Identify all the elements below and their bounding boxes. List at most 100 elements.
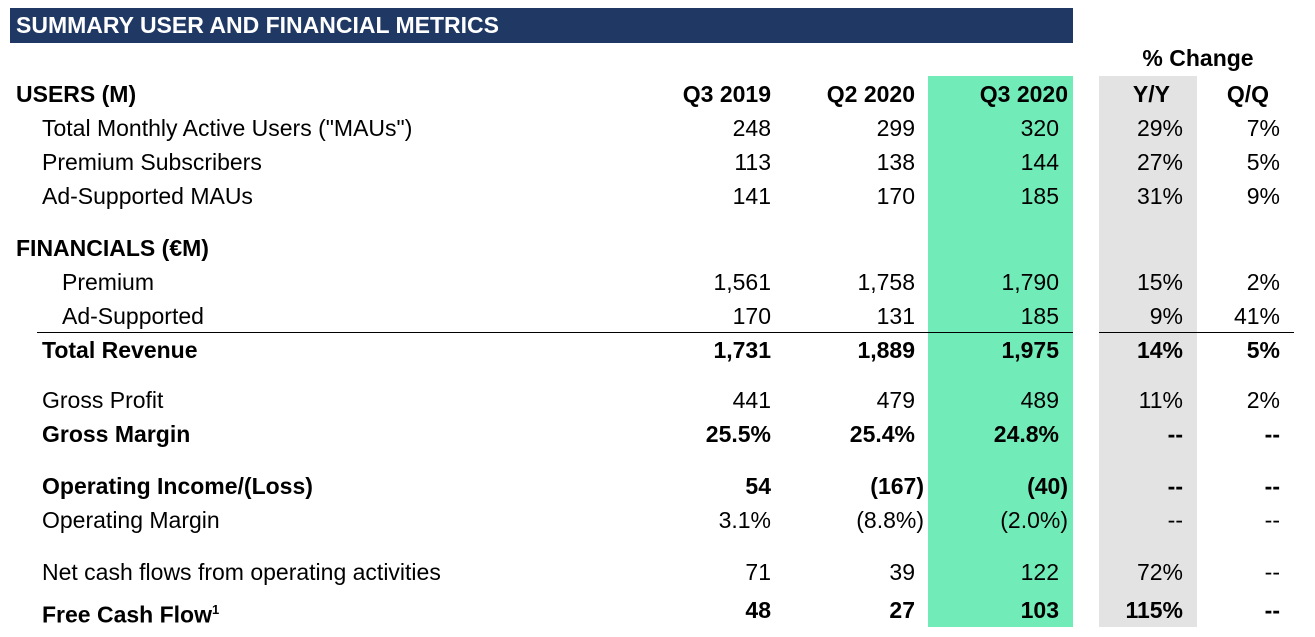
cell-q3-2019: 25.5%	[705, 421, 771, 447]
cell-yy: 27%	[1136, 149, 1183, 175]
cell-q3-2020: 122	[1020, 559, 1059, 585]
table-row: Gross Margin 25.5% 25.4% 24.8% -- --	[0, 417, 1315, 451]
financials-heading-row: FINANCIALS (€M)	[0, 231, 1315, 265]
cell-yy: --	[1167, 507, 1183, 533]
cell-q3-2019: 48	[745, 597, 771, 623]
cell-q2-2020: 27	[889, 597, 915, 623]
row-label: Net cash flows from operating activities	[42, 559, 441, 585]
table-row: Ad-Supported MAUs 141 170 185 31% 9%	[0, 179, 1315, 213]
row-label: Total Monthly Active Users ("MAUs")	[42, 115, 413, 141]
table-row: Gross Profit 441 479 489 11% 2%	[0, 383, 1315, 417]
footnote-marker: 1	[211, 602, 220, 617]
cell-q3-2019: 113	[734, 149, 771, 175]
cell-yy: --	[1167, 421, 1183, 447]
cell-yy: 31%	[1136, 183, 1183, 209]
cell-qq: 7%	[1246, 115, 1280, 141]
table-row: Premium 1,561 1,758 1,790 15% 2%	[0, 265, 1315, 299]
cell-qq: --	[1264, 507, 1280, 533]
financials-section-heading: FINANCIALS (€M)	[16, 235, 209, 261]
cell-q2-2020: 1,889	[857, 337, 915, 363]
col-header-yy: Y/Y	[1132, 81, 1170, 107]
cell-yy: 9%	[1149, 303, 1183, 329]
subtotal-rule-change	[1099, 332, 1294, 333]
cell-q3-2020: 24.8%	[993, 421, 1059, 447]
table-row: Free Cash Flow1 48 27 103 115% --	[0, 593, 1315, 628]
cell-qq: --	[1264, 421, 1280, 447]
table-title: SUMMARY USER AND FINANCIAL METRICS	[10, 8, 1073, 43]
row-label: Ad-Supported MAUs	[42, 183, 253, 209]
cell-q3-2019: 248	[732, 115, 771, 141]
cell-q3-2020: 1,790	[1001, 269, 1059, 295]
col-header-q3-2019: Q3 2019	[682, 81, 771, 107]
cell-q3-2020: 103	[1020, 597, 1059, 623]
cell-qq: 2%	[1246, 387, 1280, 413]
row-label: Operating Income/(Loss)	[42, 473, 313, 499]
cell-yy: --	[1167, 473, 1183, 499]
subtotal-rule	[37, 332, 1073, 333]
table-row: Total Revenue 1,731 1,889 1,975 14% 5%	[0, 333, 1315, 367]
cell-q2-2020: 1,758	[857, 269, 915, 295]
cell-q3-2020: 185	[1020, 303, 1059, 329]
cell-q3-2019: 141	[732, 183, 771, 209]
yy-change-highlight	[1099, 76, 1197, 627]
cell-qq: 5%	[1246, 149, 1280, 175]
cell-q3-2019: 170	[732, 303, 771, 329]
cell-q2-2020: (8.8%)	[856, 507, 924, 533]
cell-q3-2019: 441	[732, 387, 771, 413]
cell-q2-2020: 131	[876, 303, 915, 329]
cell-yy: 15%	[1136, 269, 1183, 295]
current-quarter-highlight	[928, 76, 1073, 627]
table-row: Premium Subscribers 113 138 144 27% 5%	[0, 145, 1315, 179]
cell-yy: 11%	[1138, 387, 1183, 413]
cell-q2-2020: (167)	[870, 473, 924, 499]
table-row: Operating Income/(Loss) 54 (167) (40) --…	[0, 469, 1315, 503]
cell-qq: 5%	[1246, 337, 1280, 363]
row-label: Ad-Supported	[62, 303, 204, 329]
col-header-q3-2020: Q3 2020	[979, 81, 1068, 107]
row-label: Free Cash Flow1	[42, 593, 219, 632]
cell-q3-2020: 320	[1020, 115, 1059, 141]
cell-q2-2020: 479	[876, 387, 915, 413]
row-label-text: Free Cash Flow	[42, 601, 212, 628]
row-label: Premium Subscribers	[42, 149, 262, 175]
cell-q3-2019: 1,731	[713, 337, 771, 363]
row-label: Operating Margin	[42, 507, 220, 533]
cell-q3-2019: 54	[745, 473, 771, 499]
cell-q2-2020: 39	[889, 559, 915, 585]
table-row: Total Monthly Active Users ("MAUs") 248 …	[0, 111, 1315, 145]
row-label: Premium	[62, 269, 155, 295]
cell-yy: 115%	[1125, 597, 1183, 623]
row-label: Gross Margin	[42, 421, 191, 447]
cell-q2-2020: 299	[876, 115, 915, 141]
cell-q2-2020: 138	[876, 149, 915, 175]
header-row: USERS (M) Q3 2019 Q2 2020 Q3 2020 Y/Y Q/…	[0, 77, 1315, 111]
cell-q3-2020: 144	[1020, 149, 1059, 175]
cell-q3-2019: 3.1%	[718, 507, 771, 533]
cell-qq: 41%	[1233, 303, 1280, 329]
table-row: Operating Margin 3.1% (8.8%) (2.0%) -- -…	[0, 503, 1315, 537]
cell-qq: 9%	[1246, 183, 1280, 209]
cell-yy: 14%	[1136, 337, 1183, 363]
cell-qq: --	[1264, 597, 1280, 623]
cell-q2-2020: 170	[876, 183, 915, 209]
cell-q3-2019: 71	[745, 559, 771, 585]
cell-q2-2020: 25.4%	[849, 421, 915, 447]
cell-qq: 2%	[1246, 269, 1280, 295]
table-row: Net cash flows from operating activities…	[0, 555, 1315, 589]
cell-q3-2020: 1,975	[1001, 337, 1059, 363]
row-label: Total Revenue	[42, 337, 198, 363]
cell-yy: 29%	[1136, 115, 1183, 141]
cell-q3-2019: 1,561	[713, 269, 771, 295]
table-row: Ad-Supported 170 131 185 9% 41%	[0, 299, 1315, 333]
pct-change-header: % Change	[1142, 45, 1254, 71]
cell-q3-2020: (40)	[1027, 473, 1068, 499]
cell-yy: 72%	[1136, 559, 1183, 585]
cell-qq: --	[1264, 473, 1280, 499]
cell-q3-2020: (2.0%)	[1000, 507, 1068, 533]
cell-q3-2020: 185	[1020, 183, 1059, 209]
cell-q3-2020: 489	[1020, 387, 1059, 413]
col-header-qq: Q/Q	[1226, 81, 1269, 107]
users-section-heading: USERS (M)	[16, 81, 137, 107]
col-header-q2-2020: Q2 2020	[826, 81, 915, 107]
cell-qq: --	[1264, 559, 1280, 585]
